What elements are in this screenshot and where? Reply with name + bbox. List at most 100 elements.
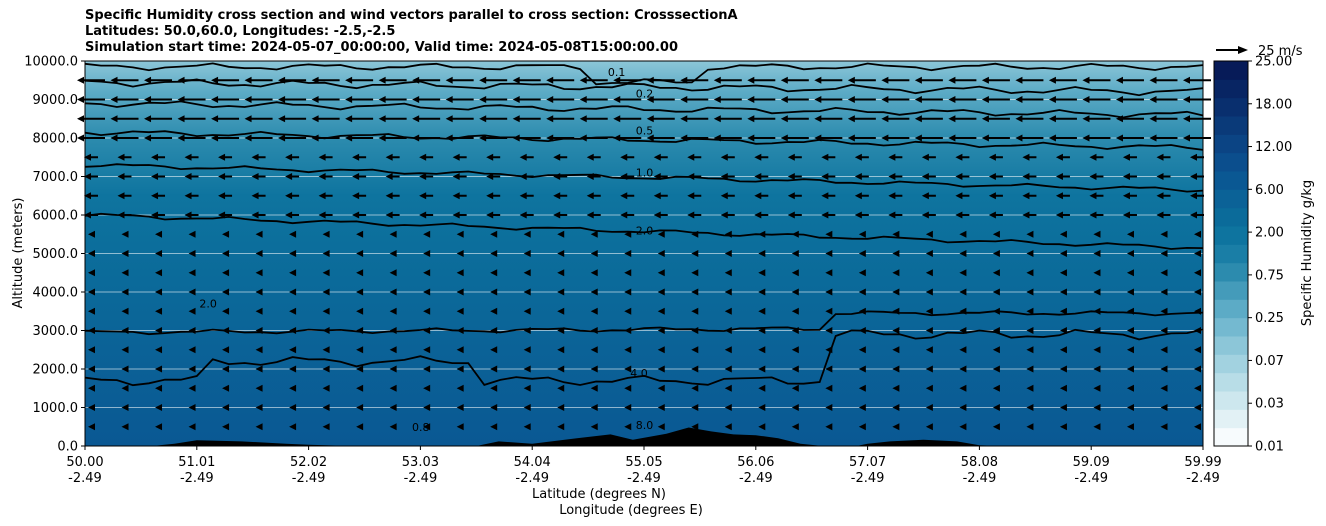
- wind-vector: [1194, 404, 1201, 411]
- wind-vector: [557, 346, 565, 354]
- wind-vector: [1194, 269, 1201, 277]
- wind-vector: [1022, 211, 1037, 219]
- wind-vector: [423, 365, 431, 373]
- wind-vector: [1015, 115, 1044, 123]
- wind-vector: [847, 115, 876, 123]
- wind-vector: [858, 288, 866, 296]
- wind-vector: [720, 192, 735, 200]
- wind-vector: [758, 404, 766, 411]
- wind-vector: [1082, 115, 1111, 123]
- wind-vector: [1115, 76, 1144, 84]
- wind-vector: [88, 365, 95, 373]
- wind-vector: [579, 115, 608, 123]
- wind-vector: [1026, 230, 1034, 238]
- wind-vector: [653, 211, 668, 219]
- wind-vector: [155, 327, 163, 334]
- wind-vector: [720, 153, 735, 161]
- wind-vector: [188, 404, 196, 411]
- wind-vector: [981, 134, 1010, 142]
- wind-vector: [724, 307, 732, 315]
- wind-vector: [490, 327, 498, 334]
- wind-vector: [1026, 250, 1034, 257]
- wind-vector: [110, 134, 139, 142]
- wind-vector: [255, 307, 263, 315]
- wind-vector: [557, 250, 565, 257]
- wind-vector: [311, 76, 340, 84]
- wind-vector: [110, 76, 139, 84]
- wind-vector: [925, 404, 933, 411]
- wind-vector: [378, 76, 407, 84]
- wind-vector: [992, 423, 1000, 431]
- wind-vector: [222, 404, 230, 411]
- wind-vector: [590, 269, 598, 277]
- wind-vector: [1022, 153, 1037, 161]
- x-tick-label-lon: -2.49: [627, 471, 661, 486]
- wind-vector: [456, 346, 464, 354]
- wind-vector: [780, 96, 809, 103]
- wind-vector: [121, 365, 129, 373]
- wind-vector: [88, 423, 95, 431]
- quiver-key-label: 25 m/s: [1258, 44, 1303, 59]
- wind-vector: [1015, 76, 1044, 84]
- wind-vector: [825, 250, 833, 257]
- wind-vector: [787, 211, 802, 219]
- wind-vector: [758, 384, 766, 392]
- wind-vector: [352, 173, 367, 180]
- y-tick-label: 1000.0: [33, 401, 79, 416]
- wind-vector: [624, 384, 632, 392]
- wind-vector: [586, 192, 601, 200]
- wind-vector: [586, 211, 601, 219]
- colorbar-tick-label: 2.00: [1255, 226, 1284, 241]
- wind-vector: [423, 327, 431, 334]
- wind-vector: [486, 192, 501, 200]
- wind-vector: [691, 307, 699, 315]
- wind-vector: [88, 327, 95, 334]
- wind-vector: [445, 115, 474, 123]
- wind-vector: [251, 153, 266, 161]
- wind-vector: [780, 134, 809, 142]
- wind-vector: [322, 307, 330, 315]
- wind-vector: [385, 173, 400, 180]
- wind-vector: [858, 327, 866, 334]
- wind-vector: [854, 173, 869, 180]
- wind-vector: [1183, 115, 1211, 123]
- colorbar-tick-label: 12.00: [1255, 140, 1292, 155]
- wind-vector: [1082, 76, 1111, 84]
- wind-vector: [959, 384, 967, 392]
- wind-vector: [389, 327, 397, 334]
- wind-vector: [892, 327, 900, 334]
- wind-vector: [345, 134, 374, 142]
- wind-vector: [486, 153, 501, 161]
- wind-vector: [456, 327, 464, 334]
- wind-vector: [1026, 307, 1034, 315]
- y-axis-label: Altitude (meters): [11, 198, 26, 309]
- wind-vector: [955, 192, 970, 200]
- wind-vector: [657, 327, 665, 334]
- wind-vector: [881, 134, 910, 142]
- wind-vector: [1093, 365, 1101, 373]
- x-tick-label-lat: 52.02: [290, 455, 327, 470]
- wind-vector: [389, 230, 397, 238]
- wind-vector: [452, 211, 467, 219]
- wind-vector: [925, 307, 933, 315]
- wind-vector: [423, 307, 431, 315]
- wind-vector: [285, 192, 300, 200]
- wind-vector: [1093, 269, 1101, 277]
- wind-vector: [285, 211, 300, 219]
- wind-vector: [356, 327, 364, 334]
- wind-vector: [657, 230, 665, 238]
- wind-vector: [188, 346, 196, 354]
- wind-vector: [925, 384, 933, 392]
- wind-vector: [423, 346, 431, 354]
- x-tick-label-lon: -2.49: [1186, 471, 1220, 486]
- wind-vector: [121, 288, 129, 296]
- wind-vector: [925, 365, 933, 373]
- wind-vector: [657, 269, 665, 277]
- x-tick-label-lat: 59.09: [1073, 455, 1110, 470]
- wind-vector: [218, 173, 233, 180]
- wind-vector: [791, 307, 799, 315]
- x-tick-label-lat: 54.04: [514, 455, 551, 470]
- y-tick-label: 9000.0: [33, 93, 79, 108]
- x-tick-label-lon: -2.49: [404, 471, 438, 486]
- wind-vector: [523, 404, 531, 411]
